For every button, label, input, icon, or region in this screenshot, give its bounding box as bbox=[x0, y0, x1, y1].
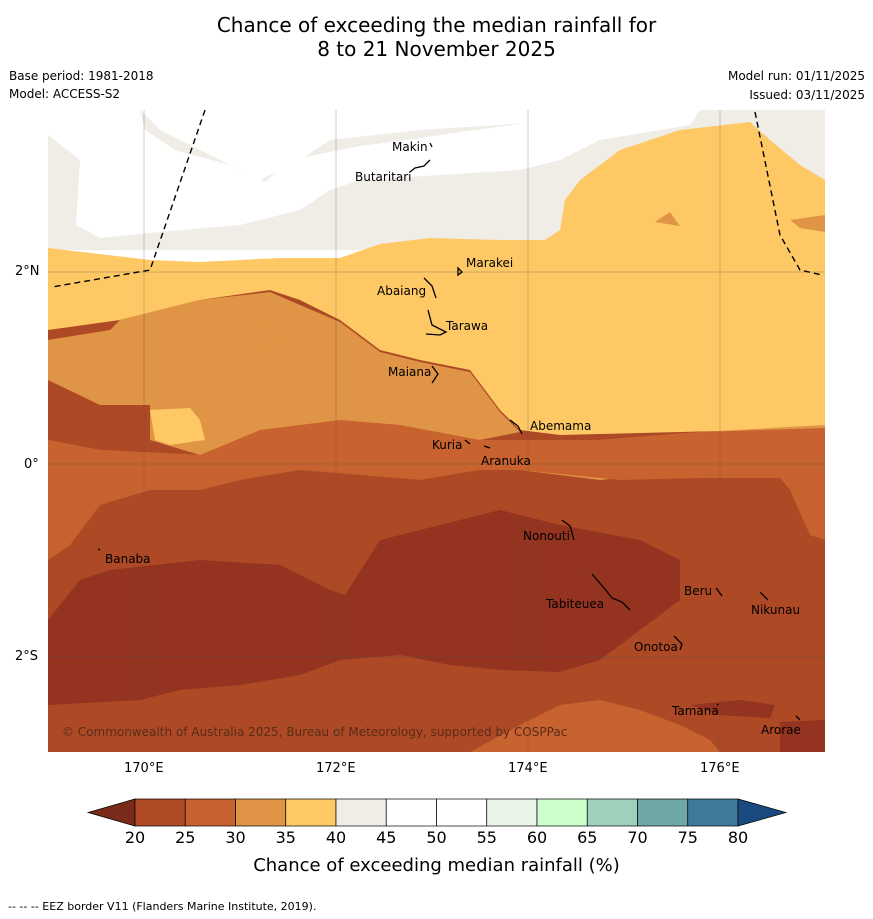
base-period: Base period: 1981-2018 bbox=[9, 69, 154, 83]
island-nikunau bbox=[759, 591, 769, 601]
colorbar-tick-label: 35 bbox=[275, 828, 296, 847]
colorbar-tick-label: 80 bbox=[727, 828, 749, 847]
label-abaiang: Abaiang bbox=[377, 284, 427, 298]
label-arorae: Arorae bbox=[761, 723, 801, 737]
colorbar-title: Chance of exceeding median rainfall (%) bbox=[253, 855, 620, 876]
colorbar-tick-label: 45 bbox=[376, 828, 397, 847]
band-lt-20-east bbox=[690, 700, 825, 752]
colorbar-tick-label: 20 bbox=[124, 828, 146, 847]
eez-footer: -- -- -- EEZ border V11 (Flanders Marine… bbox=[8, 900, 317, 913]
band-35-40 bbox=[48, 122, 825, 435]
copyright: © Commonwealth of Australia 2025, Bureau… bbox=[62, 725, 568, 739]
colorbar-tick-label: 55 bbox=[476, 828, 497, 847]
island-marakei bbox=[457, 266, 463, 277]
label-beru: Beru bbox=[684, 584, 713, 598]
label-tarawa: Tarawa bbox=[446, 319, 489, 333]
island-makin bbox=[429, 142, 433, 148]
colorbar-tick-label: 70 bbox=[627, 828, 648, 847]
colorbar-segment bbox=[486, 798, 538, 827]
island-butaritari bbox=[409, 159, 431, 173]
patch-35-40-west bbox=[150, 408, 205, 445]
colorbar-extend-low bbox=[86, 798, 136, 827]
eez-border-west bbox=[51, 110, 206, 288]
colorbar-extend-high bbox=[737, 798, 788, 827]
label-marakei: Marakei bbox=[466, 256, 514, 270]
x-tick-172: 172°E bbox=[316, 761, 356, 776]
colorbar-segment bbox=[687, 798, 739, 827]
eez-border-east bbox=[754, 111, 823, 276]
colorbar-segment bbox=[235, 798, 287, 827]
island-abemama bbox=[509, 419, 523, 435]
label-onotoa: Onotoa bbox=[634, 640, 678, 654]
issued-date: Issued: 03/11/2025 bbox=[749, 88, 865, 102]
island-tarawa bbox=[425, 309, 448, 336]
colorbar-segment bbox=[586, 798, 638, 827]
colorbar-tick-label: 75 bbox=[677, 828, 698, 847]
model-name: Model: ACCESS-S2 bbox=[9, 87, 121, 101]
x-tick-176: 176°E bbox=[700, 761, 740, 776]
label-nikunau: Nikunau bbox=[751, 603, 801, 617]
colorbar-segment bbox=[335, 798, 387, 827]
label-makin: Makin bbox=[392, 140, 428, 154]
x-tick-170: 170°E bbox=[124, 761, 164, 776]
island-arorae bbox=[795, 715, 801, 721]
band-45-55-north bbox=[48, 110, 700, 238]
colorbar-tick-label: 60 bbox=[526, 828, 548, 847]
colorbar-segment bbox=[536, 798, 588, 827]
island-abaiang bbox=[423, 277, 437, 299]
island-nonouti bbox=[561, 519, 575, 541]
island-maiana bbox=[431, 365, 439, 384]
colorbar-segment bbox=[637, 798, 689, 827]
label-banaba: Banaba bbox=[105, 552, 151, 566]
colorbar-tick-label: 25 bbox=[175, 828, 196, 847]
y-tick-2s: 2°S bbox=[15, 649, 39, 664]
label-kuria: Kuria bbox=[432, 438, 463, 452]
colorbar bbox=[86, 798, 788, 827]
colorbar-segment bbox=[285, 798, 337, 827]
band-lt-20 bbox=[48, 510, 680, 705]
map-title-line2: 8 to 21 November 2025 bbox=[317, 37, 556, 61]
island-banaba bbox=[97, 548, 101, 551]
label-nonouti: Nonouti bbox=[523, 529, 570, 543]
island-tamana bbox=[716, 703, 719, 706]
colorbar-tick-label: 65 bbox=[577, 828, 598, 847]
island-tabiteuea bbox=[591, 573, 631, 611]
band-30-35 bbox=[48, 292, 825, 480]
band-25-30 bbox=[48, 420, 825, 560]
model-run: Model run: 01/11/2025 bbox=[727, 69, 865, 83]
island-aranuka bbox=[483, 445, 491, 449]
label-tamana: Tamana bbox=[672, 704, 719, 718]
x-tick-174: 174°E bbox=[508, 761, 548, 776]
colorbar-segment bbox=[134, 798, 186, 827]
label-maiana: Maiana bbox=[388, 365, 432, 379]
y-tick-2n: 2°N bbox=[15, 264, 40, 279]
patch-30-35-north bbox=[250, 318, 278, 350]
colorbar-tick-label: 50 bbox=[426, 828, 447, 847]
island-onotoa bbox=[673, 635, 683, 651]
colorbar-segment bbox=[385, 798, 437, 827]
band-25-30-south bbox=[470, 700, 720, 752]
label-butaritari: Butaritari bbox=[355, 170, 412, 184]
colorbar-segment bbox=[184, 798, 236, 827]
map-title-line1: Chance of exceeding the median rainfall … bbox=[216, 13, 657, 37]
label-tabiteuea: Tabiteuea bbox=[546, 597, 605, 611]
colorbar-tick-label: 40 bbox=[325, 828, 347, 847]
label-aranuka: Aranuka bbox=[481, 454, 531, 468]
colorbar-segment bbox=[436, 798, 488, 827]
island-kuria bbox=[464, 439, 471, 445]
label-abemama: Abemama bbox=[530, 419, 592, 433]
island-beru bbox=[715, 587, 723, 597]
colorbar-tick-label: 30 bbox=[225, 828, 246, 847]
y-tick-0: 0° bbox=[24, 457, 39, 472]
